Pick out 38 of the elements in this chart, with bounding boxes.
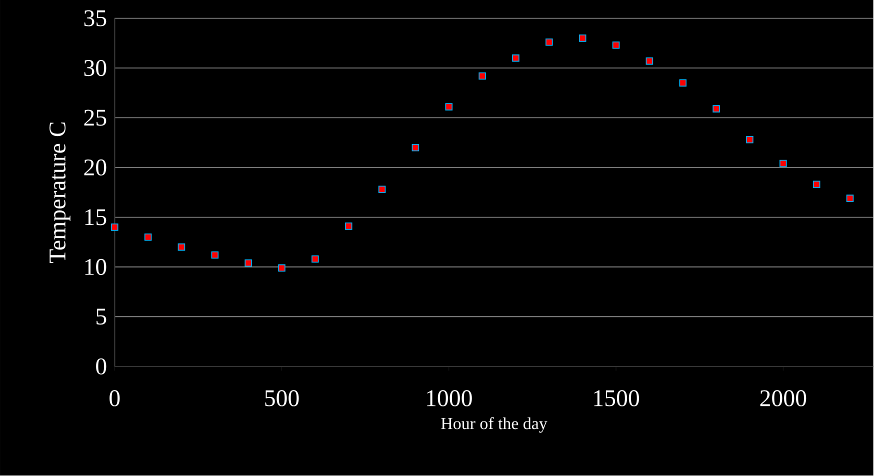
point	[378, 186, 386, 194]
point	[846, 194, 854, 202]
point	[646, 58, 654, 65]
point	[211, 252, 219, 259]
point	[712, 105, 720, 113]
point	[344, 222, 352, 230]
point	[312, 256, 319, 263]
y-tick-label: 20	[84, 160, 106, 176]
y-tick-label: 0	[96, 358, 106, 375]
x-tick-label: 500	[265, 390, 299, 406]
point	[178, 244, 186, 251]
x-tick-label: 0	[110, 390, 120, 406]
point	[110, 224, 118, 231]
point	[144, 234, 152, 241]
y-tick-label: 15	[85, 209, 106, 226]
point	[746, 136, 754, 144]
y-tick-label: 25	[84, 110, 106, 126]
point	[412, 144, 420, 152]
x-tick-label: 1500	[594, 390, 640, 406]
point	[546, 38, 553, 46]
point	[478, 72, 486, 80]
y-axis-title: Temperature C	[49, 122, 70, 264]
point	[512, 54, 520, 62]
point	[612, 42, 620, 49]
point	[578, 34, 586, 42]
point	[244, 260, 252, 267]
point	[812, 180, 820, 188]
point	[679, 79, 687, 87]
point	[278, 264, 286, 272]
x-axis-title: Hour of the day	[441, 417, 548, 433]
point	[780, 160, 787, 168]
x-tick-label: 1000	[427, 390, 472, 406]
y-tick-label: 10	[85, 259, 106, 276]
y-tick-label: 35	[84, 10, 106, 26]
point	[445, 103, 453, 111]
y-tick-label: 30	[84, 60, 106, 76]
y-tick-label: 5	[96, 308, 106, 325]
x-tick-label: 2000	[760, 390, 806, 406]
